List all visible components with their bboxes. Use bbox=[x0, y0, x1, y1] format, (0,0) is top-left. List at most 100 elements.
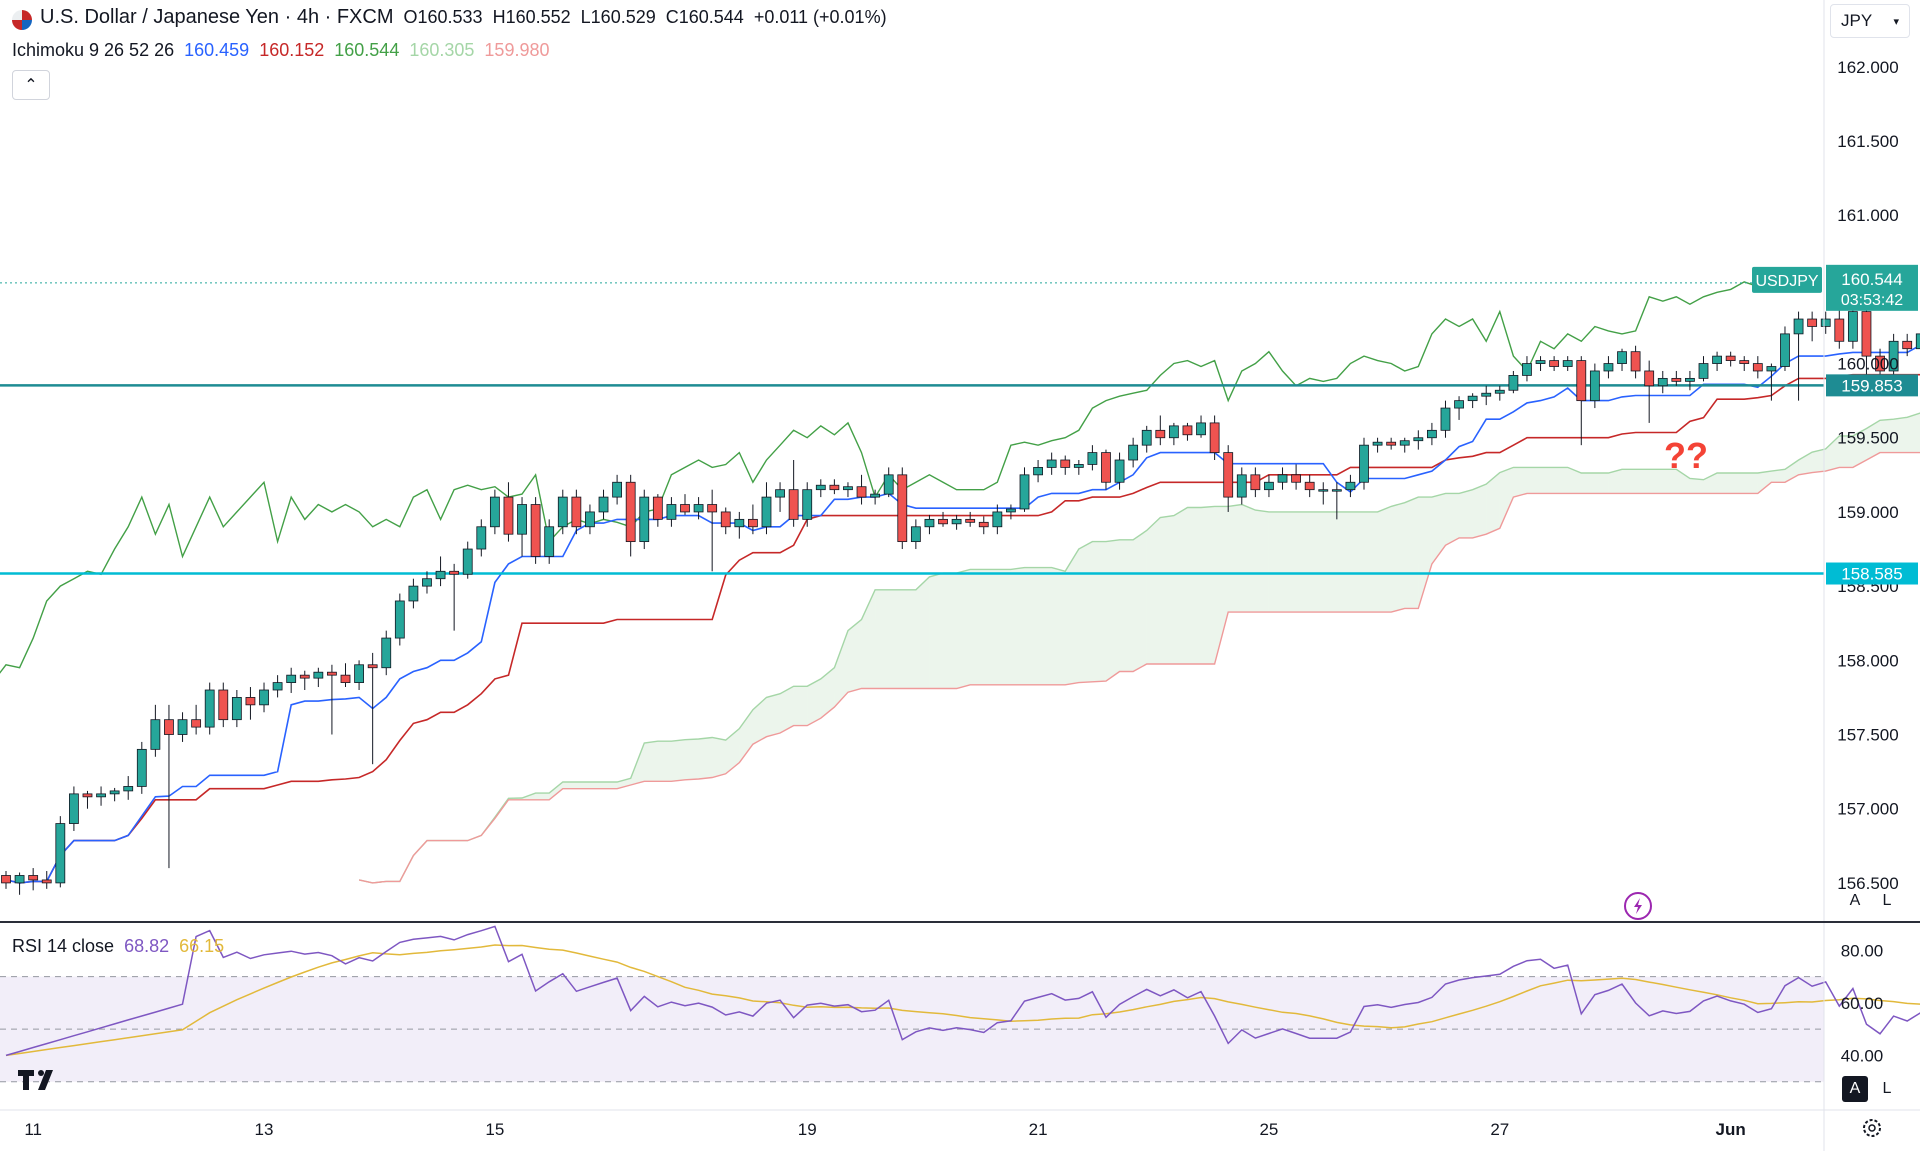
price-tick-label: 161.500 bbox=[1837, 132, 1898, 151]
candle-up bbox=[286, 674, 297, 683]
candle-down bbox=[1101, 452, 1111, 483]
log-scale-button[interactable]: L bbox=[1882, 892, 1892, 909]
candle-up bbox=[612, 481, 622, 498]
price-tick-label: 156.500 bbox=[1837, 874, 1898, 893]
candle-up bbox=[109, 790, 120, 795]
candle-down bbox=[245, 697, 256, 706]
kumo-cloud-segment bbox=[1798, 452, 1813, 475]
candle-down bbox=[1752, 363, 1763, 372]
candle-up bbox=[870, 493, 881, 498]
candle-up bbox=[1494, 389, 1505, 394]
rsi-log-scale-button[interactable]: L bbox=[1882, 1080, 1892, 1097]
candle-up bbox=[910, 526, 921, 543]
candle-up bbox=[1481, 392, 1492, 397]
candle-up bbox=[1427, 429, 1437, 439]
candle-down bbox=[829, 484, 840, 491]
kumo-cloud-segment bbox=[1051, 567, 1066, 685]
auto-scale-button[interactable]: A bbox=[1849, 892, 1861, 909]
rsi-legend[interactable]: RSI 14 close 68.82 66.15 bbox=[12, 936, 224, 957]
lightning-bolt-shape bbox=[1634, 898, 1642, 914]
candle-down bbox=[1834, 318, 1845, 342]
candle-down bbox=[680, 504, 690, 513]
kumo-cloud-segment bbox=[562, 782, 577, 789]
kumo-cloud-segment bbox=[1336, 511, 1351, 613]
kumo-cloud-segment bbox=[861, 589, 876, 689]
last-price-label: 160.544 bbox=[1841, 270, 1902, 289]
candle-up bbox=[1236, 474, 1247, 498]
kumo-cloud-segment bbox=[1812, 448, 1826, 473]
candle-up bbox=[1168, 425, 1179, 439]
candle-up bbox=[1073, 464, 1084, 468]
candle-down bbox=[1304, 481, 1315, 491]
candle-down bbox=[788, 489, 799, 520]
ichimoku-legend[interactable]: Ichimoku 9 26 52 26 160.459 160.152 160.… bbox=[12, 40, 550, 61]
candle-down bbox=[965, 518, 976, 523]
candle-up bbox=[1128, 444, 1139, 461]
ohlc-open: O160.533 bbox=[403, 7, 483, 27]
candle-up bbox=[1372, 441, 1383, 446]
candle-up bbox=[422, 578, 432, 587]
kumo-cloud-segment bbox=[1459, 489, 1473, 538]
kumo-cloud-segment bbox=[834, 630, 848, 708]
candle-up bbox=[1793, 318, 1804, 335]
kumo-cloud-segment bbox=[943, 573, 957, 689]
kumo-cloud-segment bbox=[1364, 511, 1378, 613]
kumo-cloud-segment bbox=[1377, 506, 1392, 613]
candle-up bbox=[1562, 360, 1573, 367]
candle-up bbox=[1915, 333, 1920, 350]
ichimoku-name[interactable]: Ichimoku 9 26 52 26 bbox=[12, 40, 175, 60]
kumo-cloud-segment bbox=[1350, 511, 1364, 613]
candle-up bbox=[1033, 467, 1043, 476]
kumo-cloud-segment bbox=[657, 741, 672, 782]
candle-down bbox=[707, 504, 718, 513]
kumo-cloud-segment bbox=[1554, 467, 1568, 494]
kumo-cloud-segment bbox=[1038, 567, 1052, 685]
kumo-cloud-segment bbox=[1717, 472, 1731, 494]
candle-up bbox=[1399, 440, 1410, 446]
collapse-legend-button[interactable]: ⌃ bbox=[12, 70, 50, 100]
currency-label: JPY bbox=[1841, 11, 1873, 30]
candle-down bbox=[1386, 441, 1397, 446]
tenkan-sen-line bbox=[5, 344, 1920, 884]
candle-up bbox=[435, 570, 446, 580]
kumo-cloud-segment bbox=[644, 741, 658, 782]
candle-down bbox=[571, 496, 582, 528]
candle-up bbox=[1780, 333, 1790, 367]
rsi-auto-scale-button[interactable]: A bbox=[1842, 1076, 1868, 1102]
kumo-cloud-segment bbox=[820, 667, 835, 719]
kumo-cloud-segment bbox=[1146, 517, 1161, 665]
rsi-tick-label: 40.00 bbox=[1841, 1046, 1884, 1065]
chart-header: U.S. Dollar / Japanese Yen · 4h · FXCM O… bbox=[40, 6, 887, 29]
kumo-cloud-segment bbox=[1513, 467, 1527, 498]
ohlc-high: H160.552 bbox=[492, 7, 571, 27]
kumo-cloud-segment bbox=[1323, 511, 1337, 613]
candle-up bbox=[1847, 311, 1858, 342]
kumo-cloud-segment bbox=[1445, 493, 1460, 546]
candle-up bbox=[1820, 318, 1831, 327]
rsi-name[interactable]: RSI 14 close bbox=[12, 936, 115, 956]
ohlc-low: L160.529 bbox=[580, 7, 656, 27]
kumo-cloud-segment bbox=[1255, 510, 1269, 613]
kumo-cloud-segment bbox=[671, 739, 685, 782]
kumo-cloud-segment bbox=[1771, 469, 1785, 483]
kumo-cloud-segment bbox=[1730, 472, 1745, 494]
candle-up bbox=[1657, 377, 1668, 387]
kumo-cloud-segment bbox=[1689, 478, 1704, 494]
rsi-tick-label: 60.00 bbox=[1841, 994, 1884, 1013]
kumo-cloud-segment bbox=[1391, 502, 1405, 613]
kumo-cloud-segment bbox=[576, 782, 590, 789]
kumo-cloud-segment bbox=[1567, 467, 1582, 494]
chevron-down-icon: ▾ bbox=[1893, 15, 1899, 28]
candle-up bbox=[489, 496, 500, 528]
currency-select[interactable]: JPY ▾ bbox=[1830, 4, 1910, 38]
rsi-line bbox=[5, 925, 1920, 1057]
kumo-cloud-segment bbox=[1078, 541, 1093, 683]
level-price-badge bbox=[1826, 562, 1918, 585]
chart-title[interactable]: U.S. Dollar / Japanese Yen · 4h · FXCM bbox=[40, 6, 394, 28]
candle-up bbox=[1318, 489, 1329, 492]
kumo-cloud-segment bbox=[603, 782, 618, 789]
kumo-cloud-segment bbox=[1757, 471, 1772, 494]
candle-up bbox=[1331, 489, 1342, 492]
